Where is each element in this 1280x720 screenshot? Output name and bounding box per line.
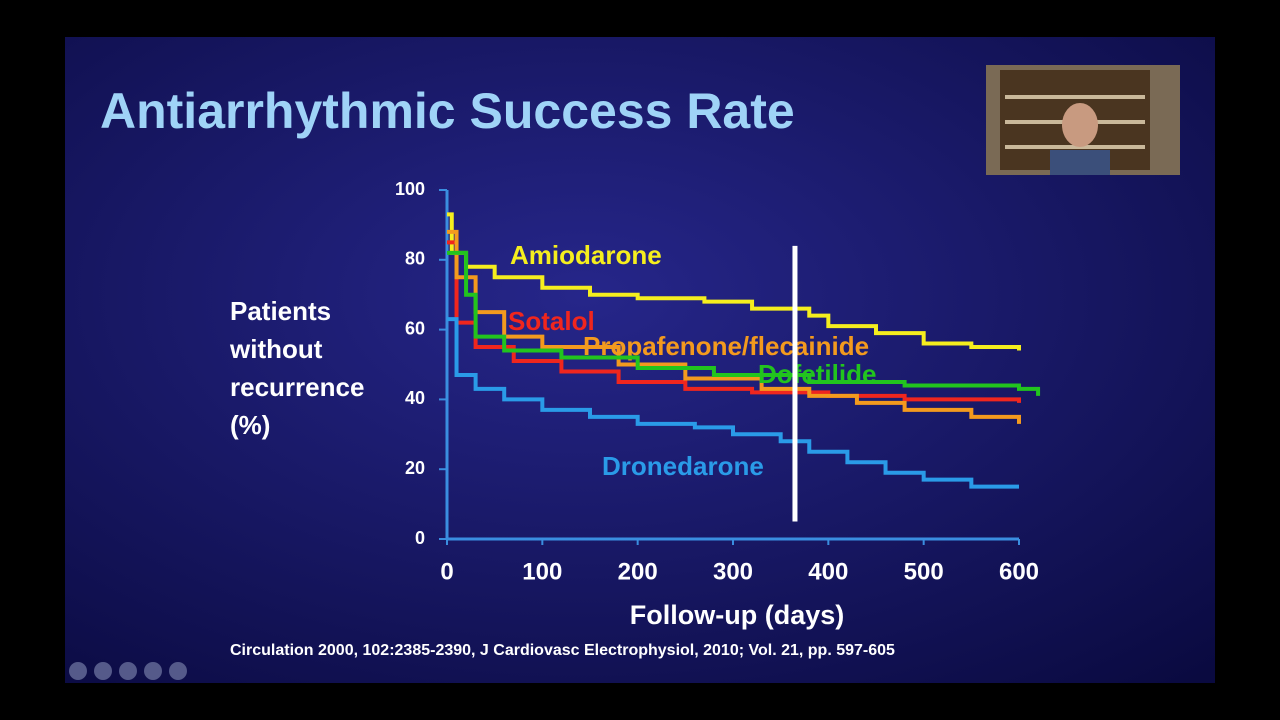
x-tick-label: 200 (618, 558, 658, 585)
series-label: Dofetilide (758, 359, 876, 389)
y-tick-label: 0 (415, 528, 425, 548)
slide-title: Antiarrhythmic Success Rate (100, 83, 795, 139)
nav-icons[interactable] (69, 662, 187, 680)
x-tick-label: 300 (713, 558, 753, 585)
x-axis-label: Follow-up (days) (630, 600, 844, 630)
y-tick-label: 80 (405, 249, 425, 269)
x-tick-label: 400 (808, 558, 848, 585)
y-tick-label: 40 (405, 388, 425, 408)
series-line (447, 212, 1021, 351)
y-tick-label: 60 (405, 318, 425, 338)
series-label: Dronedarone (602, 451, 764, 481)
y-axis-label: Patients without recurrence (%) (230, 296, 365, 440)
y-tick-label: 100 (395, 179, 425, 199)
x-tick-label: 600 (999, 558, 1039, 585)
y-tick-label: 20 (405, 458, 425, 478)
series-line (447, 317, 1019, 489)
x-tick-label: 0 (440, 558, 453, 585)
x-tick-label: 100 (522, 558, 562, 585)
series-line (447, 250, 1041, 396)
x-tick-label: 500 (904, 558, 944, 585)
series-label: Amiodarone (510, 240, 662, 270)
series-label: Sotalol (508, 306, 595, 336)
webcam (986, 65, 1180, 175)
source: Circulation 2000, 102:2385-2390, J Cardi… (230, 642, 895, 659)
